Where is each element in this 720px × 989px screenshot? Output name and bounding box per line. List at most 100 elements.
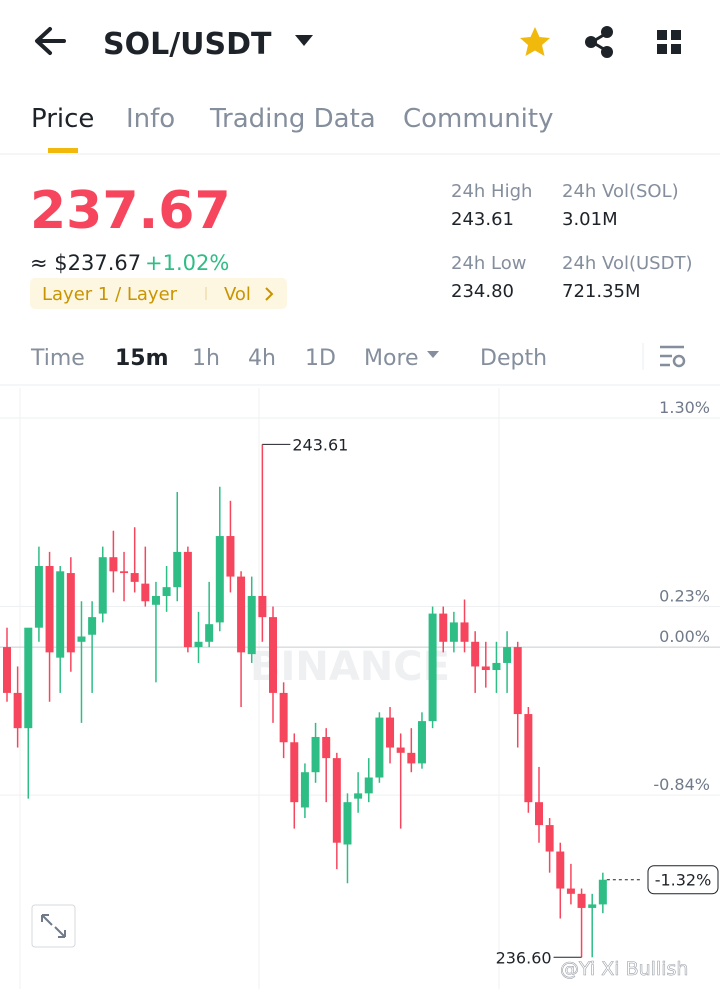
y-tick-label: 1.30%	[659, 398, 710, 417]
candle-body	[598, 879, 607, 905]
pair-title[interactable]: SOL/USDT	[103, 27, 272, 62]
stat-label: 24h Low	[451, 253, 526, 274]
back-button[interactable]	[35, 27, 66, 55]
back-arrow	[35, 27, 66, 55]
credit-watermark: @Yi Xi Bullish	[560, 958, 688, 980]
candle-body	[24, 627, 33, 729]
candle-body	[247, 595, 256, 655]
candle-body	[545, 825, 554, 852]
candle-body	[449, 622, 458, 642]
candle-body	[56, 571, 65, 658]
candle-body	[492, 662, 501, 670]
tab[interactable]: Trading Data	[209, 104, 376, 134]
candle-body	[215, 536, 224, 623]
candle-body	[556, 851, 565, 889]
chart-settings[interactable]	[660, 345, 686, 368]
interval[interactable]: 1D	[305, 346, 336, 371]
candle-body	[513, 647, 522, 715]
candle-body	[332, 758, 341, 843]
fullscreen-button[interactable]	[31, 904, 76, 948]
candle-body	[45, 566, 54, 653]
share-dot	[601, 26, 613, 38]
high-label: 243.61	[292, 435, 348, 454]
interval-bar: Time 15m 1h 4h 1D More Depth	[30, 346, 547, 371]
menu-square	[671, 44, 681, 54]
tag-text[interactable]: Layer 1 / Layer	[42, 284, 178, 305]
pair-dropdown[interactable]	[295, 35, 313, 46]
candle-body	[3, 647, 11, 693]
tag-chevron	[265, 287, 274, 301]
candle-body	[269, 617, 277, 693]
candle-body	[151, 595, 160, 605]
share-dot	[601, 46, 613, 58]
interval[interactable]: 15m	[115, 346, 169, 371]
candle-body	[460, 622, 469, 642]
candle-body	[407, 752, 416, 764]
watermark: BINANCE	[250, 644, 450, 690]
price-change: +1.02%	[145, 251, 229, 275]
usd-price: ≈ $237.67	[30, 251, 141, 275]
candle-body	[481, 666, 490, 670]
candle-body	[386, 717, 395, 748]
interval[interactable]: 4h	[248, 346, 276, 371]
candle-body	[566, 888, 575, 894]
candle-body	[322, 736, 331, 759]
candle-body	[205, 624, 214, 642]
candle-body	[588, 904, 597, 908]
current-label: -1.32%	[655, 871, 712, 890]
current-box	[647, 865, 719, 895]
fullscreen-icon	[41, 914, 66, 938]
candle-body	[88, 617, 97, 635]
candle-body	[524, 714, 533, 803]
interval[interactable]: Time	[30, 346, 85, 371]
candle-body	[141, 583, 150, 602]
candle-body	[130, 573, 139, 582]
tag-vol[interactable]: Vol	[224, 284, 251, 305]
favorite-star[interactable]	[520, 27, 550, 56]
candle-body	[13, 692, 22, 729]
candle-body	[34, 566, 43, 628]
candle-body	[194, 641, 203, 648]
stat-value: 3.01M	[562, 209, 618, 230]
interval[interactable]: Depth	[480, 346, 547, 371]
share-button[interactable]	[585, 26, 613, 58]
stat-value: 234.80	[451, 281, 514, 302]
tab[interactable]: Price	[31, 104, 94, 134]
candle-body	[364, 777, 373, 794]
candlestick-chart: BINANCE 1.30% 0.23% 0.00% -0.84% 243.61 236.6…	[0, 388, 720, 989]
tab[interactable]: Info	[126, 104, 175, 134]
candle-body	[237, 576, 246, 653]
candle-body	[258, 595, 267, 618]
tag-box[interactable]	[30, 278, 287, 309]
menu-square	[657, 44, 667, 54]
candle-body	[173, 551, 182, 588]
candle-body	[98, 557, 107, 614]
y-tick-label: 0.23%	[659, 587, 710, 606]
stat-value: 721.35M	[562, 281, 641, 302]
stat-label: 24h Vol(SOL)	[562, 181, 679, 202]
candle-body	[109, 557, 118, 572]
share-dot	[585, 36, 597, 48]
settings-gear	[672, 354, 686, 368]
stat-label: 24h Vol(USDT)	[562, 253, 692, 274]
candle-body	[439, 613, 448, 642]
candle-body	[354, 793, 363, 799]
candle-body	[77, 636, 86, 642]
candle-body	[428, 613, 437, 722]
candle-body	[577, 893, 586, 908]
y-tick-label: -0.84%	[653, 775, 710, 794]
interval[interactable]: 1h	[192, 346, 220, 371]
candle-body	[183, 551, 192, 648]
tab[interactable]: Community	[403, 104, 553, 134]
candle-body	[375, 717, 384, 778]
candle-body	[162, 587, 171, 596]
menu-square	[657, 30, 667, 40]
grid-menu[interactable]	[657, 30, 681, 54]
stats: 24h High 243.61 24h Vol(SOL) 3.01M 24h Low 23…	[451, 181, 692, 302]
interval[interactable]: More	[364, 346, 419, 371]
candle-body	[503, 647, 512, 663]
candle-body	[300, 772, 309, 808]
tab-indicator	[48, 148, 78, 153]
more-dropdown	[427, 351, 439, 358]
